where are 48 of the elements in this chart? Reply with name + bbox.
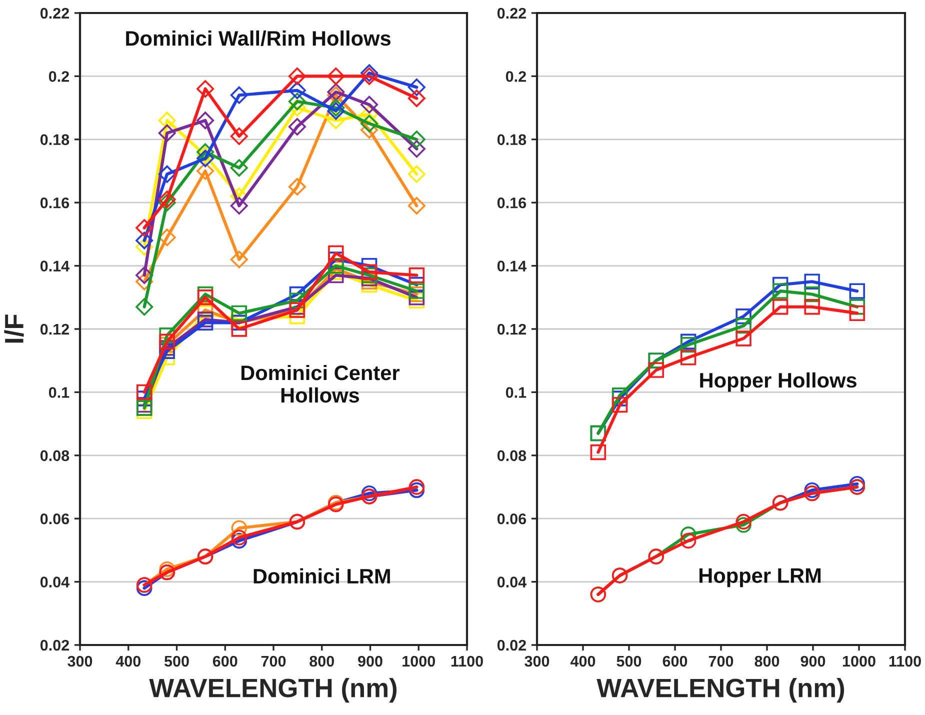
x-axis-title: WAVELENGTH (nm)	[596, 678, 844, 703]
y-tick-label: 0.08	[40, 450, 70, 462]
x-tick-label: 1000	[402, 656, 435, 667]
y-tick-label: 0.14	[40, 260, 70, 272]
y-tick-label: 0.16	[40, 197, 70, 208]
x-tick-label: 500	[164, 656, 189, 667]
x-tick-label: 900	[358, 656, 382, 667]
y-tick-label: 0.16	[497, 197, 526, 208]
annotation: Hopper Hollows	[700, 372, 856, 392]
y-tick-label: 0.14	[497, 260, 527, 272]
y-tick-label: 0.04	[40, 576, 70, 588]
x-axis-title: WAVELENGTH (nm)	[149, 678, 397, 703]
y-tick-label: 0.2	[48, 71, 69, 82]
annotation: Dominici Center Hollows	[241, 364, 400, 403]
x-tick-label: 800	[754, 656, 780, 667]
x-tick-label: 1000	[842, 656, 876, 667]
annotation: Dominici Wall/Rim Hollows	[126, 30, 390, 46]
x-tick-label: 800	[310, 656, 334, 667]
x-tick-label: 600	[212, 656, 238, 667]
x-tick-label: 1100	[451, 656, 483, 667]
y-tick-label: 0.12	[40, 324, 69, 335]
annotation: Dominici LRM	[254, 568, 390, 584]
y-tick-label: 0.12	[497, 324, 526, 335]
y-tick-label: 0.18	[497, 134, 526, 146]
x-tick-label: 1100	[889, 656, 921, 667]
y-tick-label: 0.22	[497, 8, 526, 19]
x-tick-label: 300	[524, 656, 550, 667]
y-tick-label: 0.02	[40, 640, 69, 651]
y-tick-label: 0.02	[497, 640, 526, 651]
y-tick-label: 0.2	[506, 71, 526, 82]
x-tick-label: 700	[261, 656, 286, 667]
y-tick-label: 0.06	[497, 513, 526, 524]
x-tick-label: 700	[708, 656, 734, 667]
y-tick-label: 0.18	[40, 134, 70, 146]
annotation: Hopper LRM	[699, 568, 821, 588]
x-tick-label: 400	[570, 656, 596, 667]
x-tick-label: 900	[800, 656, 826, 667]
y-tick-label: 0.08	[497, 450, 526, 462]
y-tick-label: 0.04	[497, 576, 527, 588]
y-tick-label: 0.22	[40, 8, 69, 19]
x-tick-label: 500	[616, 656, 642, 667]
x-tick-label: 300	[68, 656, 92, 667]
x-tick-label: 600	[662, 656, 688, 667]
y-tick-label: 0.1	[506, 387, 526, 398]
x-tick-label: 400	[116, 656, 140, 667]
y-tick-label: 0.06	[40, 513, 70, 524]
y-tick-label: 0.1	[48, 387, 70, 398]
y-axis-title: I/F	[4, 314, 24, 343]
